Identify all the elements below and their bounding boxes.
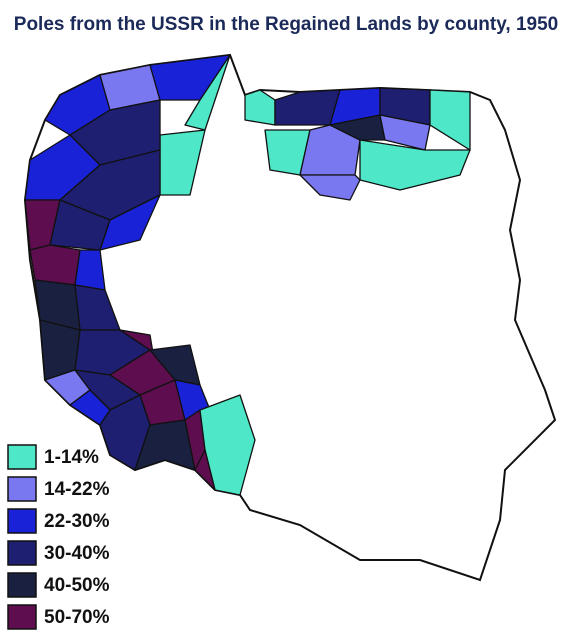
legend: 1-14% 14-22% 22-30% 30-40% 40-50% 50-70% [7, 444, 110, 630]
legend-label: 50-70% [44, 607, 110, 628]
legend-label: 30-40% [44, 543, 110, 564]
regions [23, 53, 557, 582]
legend-label: 40-50% [44, 575, 110, 596]
county [134, 419, 196, 471]
county [74, 249, 106, 291]
county [29, 244, 81, 286]
map-title: Poles from the USSR in the Regained Land… [14, 14, 558, 35]
county [299, 124, 361, 176]
legend-label: 1-14% [44, 447, 99, 468]
legend-swatch [7, 444, 37, 470]
legend-label: 14-22% [44, 479, 110, 500]
legend-swatch [7, 540, 37, 566]
county [194, 449, 216, 491]
legend-label: 22-30% [44, 511, 110, 532]
legend-swatch [7, 572, 37, 598]
legend-swatch [7, 476, 37, 502]
county [99, 194, 161, 251]
county [299, 174, 361, 201]
legend-swatch [7, 508, 37, 534]
legend-swatch [7, 604, 37, 630]
